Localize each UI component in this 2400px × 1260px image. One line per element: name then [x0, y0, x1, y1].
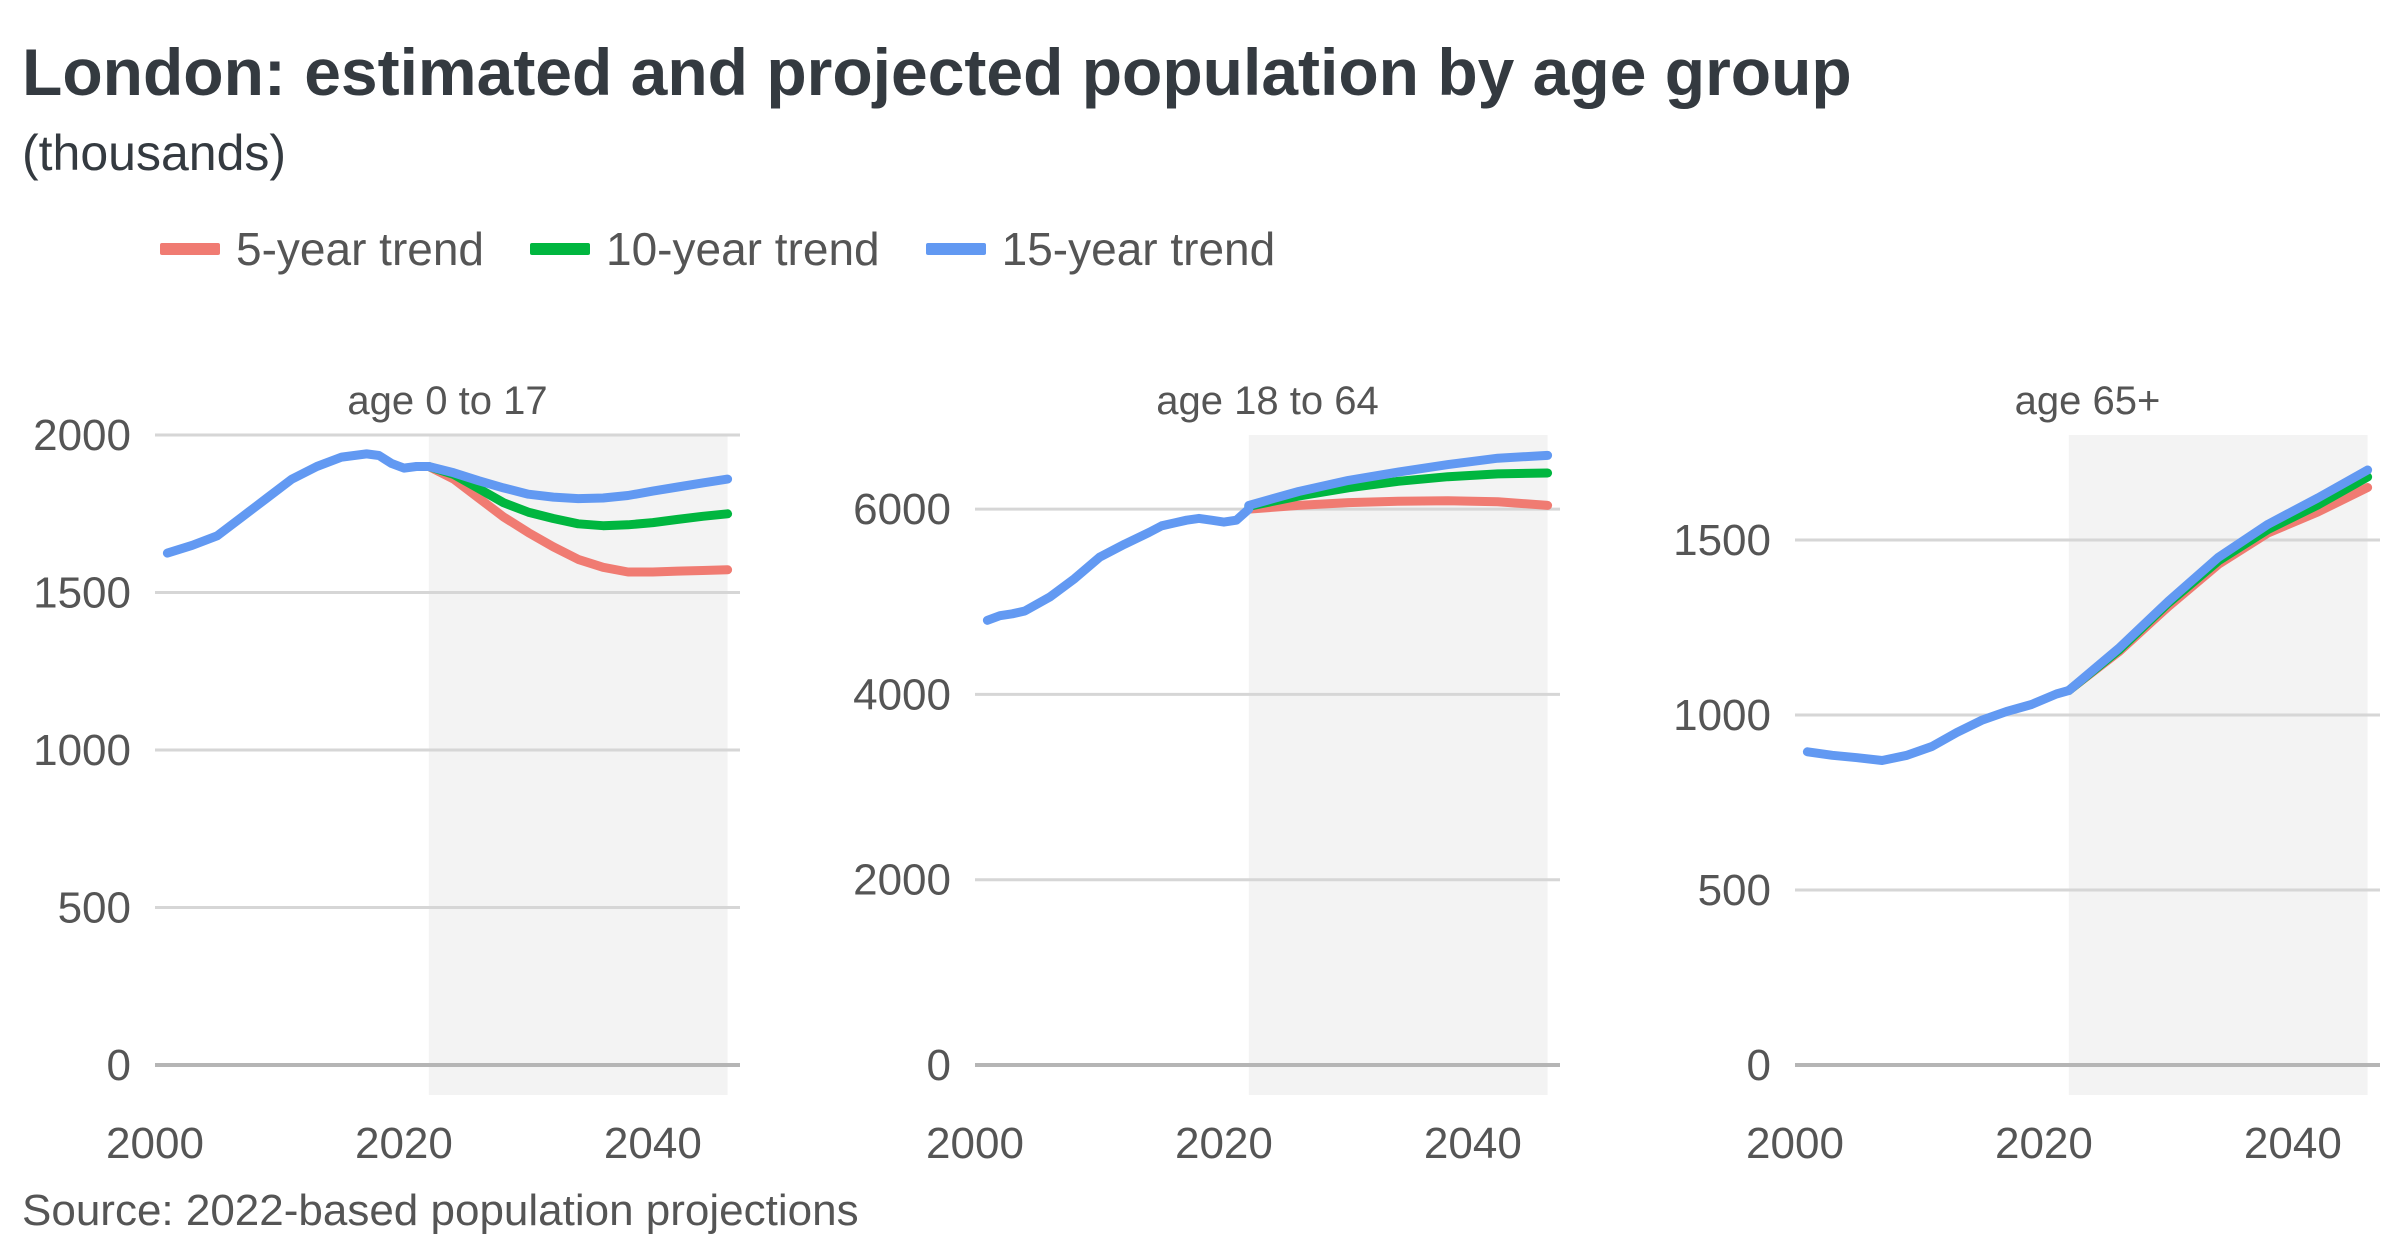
panel-3: 0 500 1000 1500 2000 2020 2040 age 65+	[1673, 379, 2380, 1168]
projection-shading	[2068, 435, 2368, 1095]
x-tick-label: 2040	[604, 1119, 702, 1168]
legend-item-5-year: 5-year trend	[160, 222, 484, 276]
source-note: Source: 2022-based population projection…	[22, 1186, 859, 1235]
y-tick-label: 1000	[33, 726, 131, 775]
series-line-historical	[1802, 686, 2074, 765]
y-tick-label: 0	[927, 1041, 951, 1090]
y-tick-label: 6000	[853, 485, 951, 534]
projection-shading	[428, 435, 728, 1095]
y-tick-label: 4000	[853, 670, 951, 719]
panel-1: 0 500 1000 1500 2000 2000 2020 2040 age 0 to 17	[33, 379, 740, 1168]
x-tick-label: 2020	[355, 1119, 453, 1168]
legend-swatch	[925, 243, 986, 255]
panel-title: age 65+	[2015, 379, 2161, 423]
y-tick-label: 0	[107, 1041, 131, 1090]
panel-title: age 0 to 17	[347, 379, 547, 423]
x-tick-label: 2040	[2244, 1119, 2342, 1168]
y-tick-label: 2000	[33, 411, 131, 460]
y-tick-label: 1000	[1673, 691, 1771, 740]
x-tick-label: 2020	[1995, 1119, 2093, 1168]
x-tick-label: 2000	[106, 1119, 204, 1168]
chart-title: London: estimated and projected populati…	[22, 35, 1852, 109]
legend: 5-year trend 10-year trend 15-year trend	[160, 222, 1321, 276]
x-tick-label: 2000	[926, 1119, 1024, 1168]
y-tick-label: 1500	[33, 569, 131, 618]
y-tick-label: 2000	[853, 856, 951, 905]
x-tick-label: 2000	[1746, 1119, 1844, 1168]
y-tick-label: 1500	[1673, 516, 1771, 565]
x-tick-label: 2020	[1175, 1119, 1273, 1168]
series-line-15-year-trend	[2064, 465, 2373, 695]
series-line-historical	[982, 504, 1254, 625]
panel-2: 0 2000 4000 6000 2000 2020 2040 age 18 to 64	[853, 379, 1560, 1168]
x-tick-label: 2040	[1424, 1119, 1522, 1168]
series-line-5-year-trend	[1244, 496, 1553, 514]
y-tick-label: 500	[58, 884, 131, 933]
series-line-5-year-trend	[424, 462, 733, 577]
series-line-15-year-trend	[424, 462, 733, 504]
series-line-historical	[162, 449, 434, 558]
chart-subtitle: (thousands)	[22, 125, 287, 181]
legend-label: 15-year trend	[1001, 223, 1276, 275]
projection-shading	[1248, 435, 1548, 1095]
legend-swatch	[160, 243, 220, 255]
panel-title: age 18 to 64	[1156, 379, 1378, 423]
legend-label: 10-year trend	[606, 223, 880, 275]
series-line-15-year-trend	[1244, 450, 1553, 510]
legend-swatch	[530, 243, 591, 255]
y-tick-label: 0	[1747, 1041, 1771, 1090]
series-line-10-year-trend	[424, 462, 733, 531]
y-tick-label: 500	[1698, 866, 1771, 915]
legend-label: 5-year trend	[236, 223, 485, 275]
legend-item-10-year: 10-year trend	[530, 222, 880, 276]
legend-item-15-year: 15-year trend	[925, 222, 1276, 276]
